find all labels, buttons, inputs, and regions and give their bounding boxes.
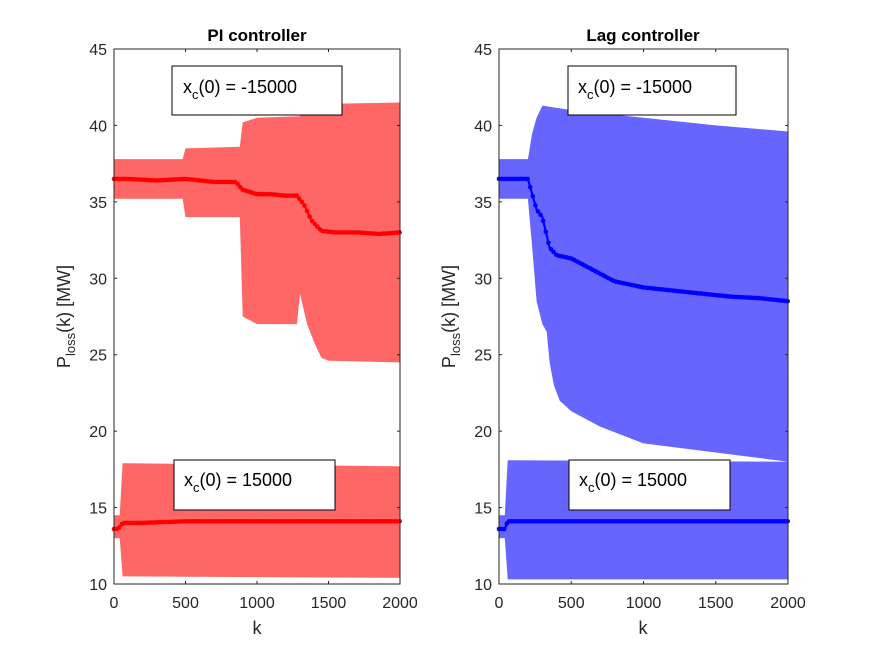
y-axis-label: Ploss(k) [MW] <box>54 265 78 368</box>
series-mean-point <box>307 214 312 219</box>
chart-title: PI controller <box>207 26 307 45</box>
chart-title: Lag controller <box>586 26 700 45</box>
y-axis-ticks: 10 15 20 25 30 35 40 45 <box>474 42 788 594</box>
series-mean-point <box>304 208 310 214</box>
y-tick-label: 40 <box>89 118 107 135</box>
y-axis-ticks: 10 15 20 25 30 35 40 45 <box>89 42 400 594</box>
series-mean-point <box>525 176 530 182</box>
x-tick-label: 2000 <box>770 595 806 612</box>
series-mean-point <box>530 194 536 199</box>
chart-pi-controller: PI controller 0 500 1000 1500 2000 10 15 20 25 3… <box>54 26 418 638</box>
x-tick-label: 2000 <box>382 595 418 612</box>
series-mean-point <box>533 203 538 208</box>
series-mean-point <box>302 203 307 208</box>
y-axis-label-main: P <box>439 356 459 368</box>
svg-text:xc(0) = -15000: xc(0) = -15000 <box>183 77 297 102</box>
y-tick-label: 25 <box>89 348 107 365</box>
annotation-main: x <box>184 470 193 490</box>
x-axis-ticks: 0 500 1000 1500 2000 <box>495 49 806 612</box>
chart-lag-controller: Lag controller 0 500 1000 1500 2000 10 15 20 25… <box>439 26 806 638</box>
x-tick-label: 500 <box>172 595 199 612</box>
annotation-subscript: c <box>588 480 595 495</box>
y-tick-label: 35 <box>89 195 107 212</box>
y-tick-label: 20 <box>474 424 492 441</box>
annotation-box-bottom: xc(0) = 15000 <box>173 459 336 511</box>
x-tick-label: 0 <box>495 595 504 612</box>
y-axis-label-main: P <box>54 356 74 368</box>
series-mean-point <box>527 184 533 190</box>
y-tick-label: 25 <box>474 348 492 365</box>
x-tick-label: 1000 <box>626 595 662 612</box>
x-axis-ticks: 0 500 1000 1500 2000 <box>110 49 418 612</box>
series-mean-point <box>535 209 541 214</box>
y-tick-label: 40 <box>474 118 492 135</box>
y-tick-label: 10 <box>474 577 492 594</box>
y-axis-label: Ploss(k) [MW] <box>439 265 463 368</box>
y-tick-label: 15 <box>474 501 492 518</box>
y-axis-label-subscript: loss <box>63 332 78 356</box>
annotation-rest: (0) = 15000 <box>200 470 293 490</box>
y-tick-label: 10 <box>89 577 107 594</box>
y-axis-label-rest: (k) [MW] <box>439 265 459 333</box>
series-mean-point <box>299 199 305 205</box>
annotation-subscript: c <box>193 480 200 495</box>
y-tick-label: 30 <box>474 271 492 288</box>
annotation-main: x <box>579 470 588 490</box>
svg-text:xc(0) = 15000: xc(0) = 15000 <box>184 470 292 495</box>
x-tick-label: 0 <box>110 595 119 612</box>
y-axis-label-rest: (k) [MW] <box>54 265 74 333</box>
series-mean-point <box>116 525 122 530</box>
x-axis-label: k <box>639 618 649 638</box>
x-axis-label: k <box>253 618 263 638</box>
svg-text:xc(0) = 15000: xc(0) = 15000 <box>579 470 687 495</box>
series-mean-point <box>546 240 551 246</box>
annotation-box-top: xc(0) = -15000 <box>171 65 343 116</box>
y-tick-label: 15 <box>89 501 107 518</box>
x-tick-label: 1500 <box>311 595 347 612</box>
y-tick-label: 45 <box>474 42 492 59</box>
x-tick-label: 1000 <box>239 595 275 612</box>
series-mean-point <box>297 196 302 201</box>
annotation-rest: (0) = -15000 <box>594 77 693 97</box>
y-axis-label-subscript: loss <box>448 332 463 356</box>
annotation-subscript: c <box>587 87 594 102</box>
annotation-main: x <box>183 77 192 97</box>
annotation-main: x <box>578 77 587 97</box>
y-tick-label: 45 <box>89 42 107 59</box>
annotation-rest: (0) = 15000 <box>595 470 688 490</box>
series-mean-point <box>538 212 543 218</box>
annotation-box-top: xc(0) = -15000 <box>567 65 737 116</box>
x-tick-label: 500 <box>558 595 585 612</box>
annotation-rest: (0) = -15000 <box>199 77 298 97</box>
series-mean-point <box>501 526 507 532</box>
series-band <box>499 105 788 462</box>
y-tick-label: 30 <box>89 271 107 288</box>
y-tick-label: 20 <box>89 424 107 441</box>
x-tick-label: 1500 <box>698 595 734 612</box>
series-mean-point <box>543 229 549 235</box>
svg-text:xc(0) = -15000: xc(0) = -15000 <box>578 77 692 102</box>
series-mean-point <box>540 218 546 224</box>
series-band <box>114 102 400 363</box>
annotation-box-bottom: xc(0) = 15000 <box>568 459 731 511</box>
y-tick-label: 35 <box>474 195 492 212</box>
annotation-subscript: c <box>192 87 199 102</box>
